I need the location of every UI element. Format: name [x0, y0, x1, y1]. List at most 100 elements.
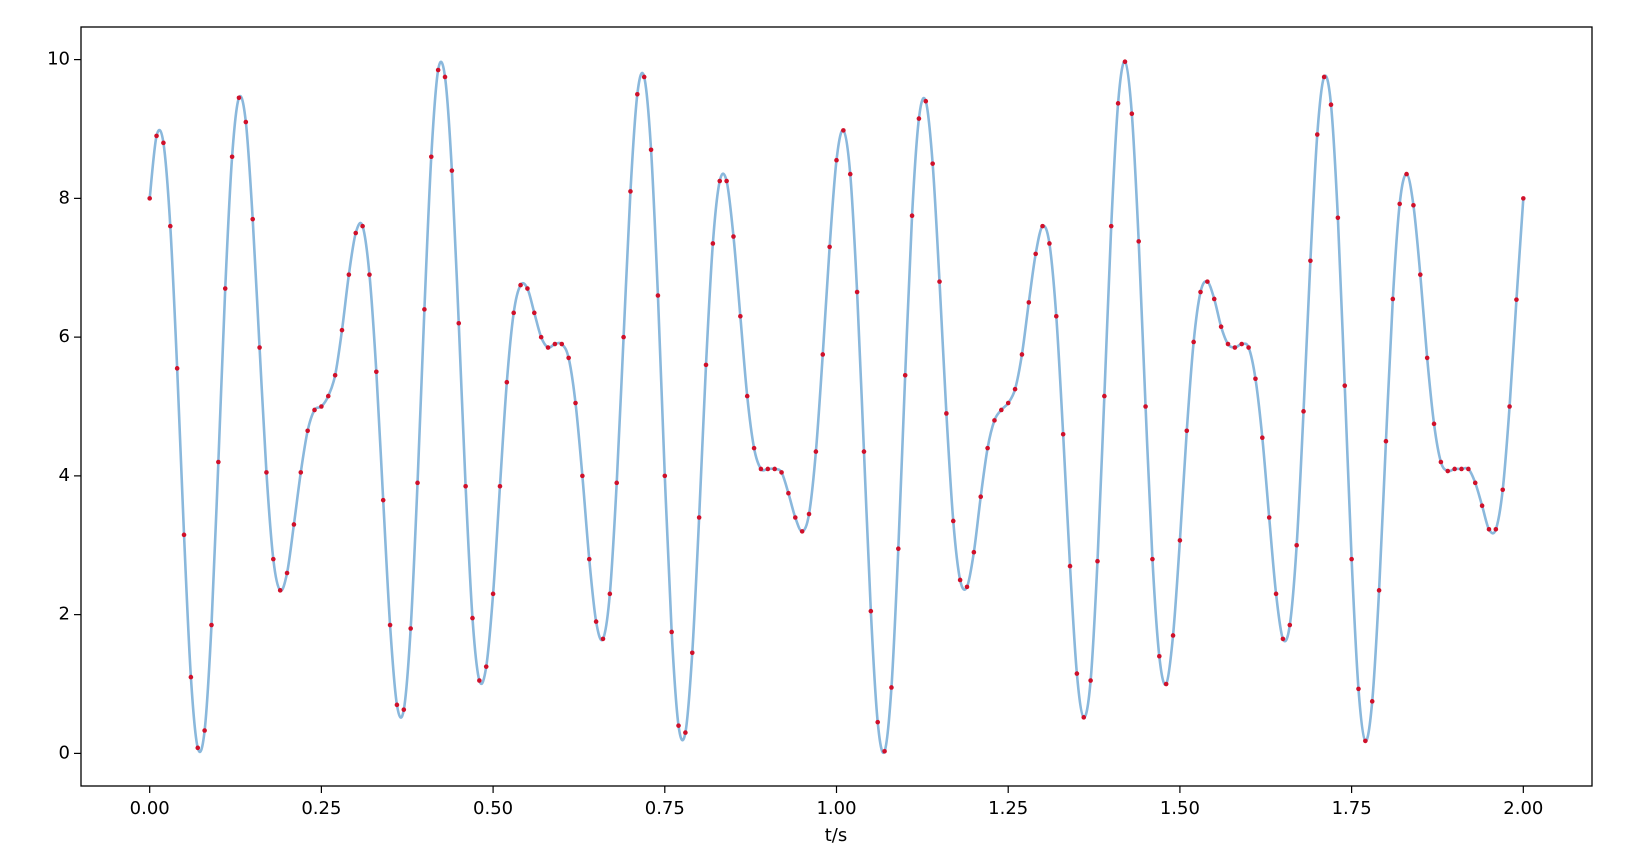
sample-point	[1108, 223, 1114, 229]
sample-point	[566, 355, 571, 361]
sample-point	[1280, 636, 1286, 642]
sample-point	[1205, 279, 1210, 284]
sample-point	[758, 466, 764, 472]
sample-point	[483, 664, 489, 669]
sample-point	[1253, 376, 1258, 382]
sample-point	[1273, 591, 1279, 597]
sample-point	[806, 511, 812, 517]
sample-point	[1383, 438, 1389, 444]
sample-point	[703, 362, 709, 368]
sample-point	[1170, 633, 1176, 638]
sample-point	[1157, 653, 1162, 659]
y-tick-label: 8	[59, 187, 70, 208]
y-tick-label: 0	[59, 742, 70, 763]
sample-point	[1424, 355, 1430, 361]
sample-point	[271, 556, 276, 562]
sample-point	[738, 314, 743, 319]
sample-point	[319, 404, 324, 409]
sample-point	[1198, 289, 1203, 295]
sample-point	[882, 749, 887, 754]
sample-point	[655, 293, 661, 298]
sample-point	[532, 310, 537, 316]
sample-point	[1005, 400, 1011, 406]
sample-point	[1486, 526, 1492, 532]
sample-point	[854, 289, 860, 295]
sample-point	[586, 556, 592, 562]
sample-point	[559, 341, 565, 347]
sample-point	[1356, 686, 1361, 692]
sample-point	[964, 584, 970, 590]
sample-point	[944, 411, 949, 416]
sample-point	[676, 723, 681, 728]
sample-point	[1514, 297, 1519, 302]
sample-point	[545, 345, 551, 350]
sample-point	[1521, 196, 1526, 201]
sample-point	[504, 379, 510, 385]
sample-point	[792, 515, 798, 520]
sample-point	[1053, 314, 1059, 319]
sample-point	[1349, 556, 1354, 562]
sample-point	[861, 449, 867, 454]
sample-point	[1342, 383, 1348, 388]
sample-point	[896, 546, 901, 552]
sample-point	[1445, 468, 1451, 474]
sample-point	[978, 494, 984, 499]
sample-point	[1177, 538, 1183, 543]
x-tick-label: 1.50	[1160, 798, 1200, 819]
sample-point	[298, 470, 304, 475]
y-tick-label: 4	[59, 465, 70, 486]
sample-point	[971, 549, 977, 555]
sample-point	[1218, 324, 1224, 330]
sample-point	[847, 171, 853, 177]
plot-frame	[80, 26, 1593, 787]
sample-point	[799, 529, 805, 534]
sample-point	[497, 483, 503, 489]
sample-point	[477, 678, 482, 683]
sample-point	[1301, 409, 1306, 414]
sample-point	[916, 116, 922, 121]
sample-point	[1438, 459, 1444, 465]
sample-point	[957, 577, 963, 583]
sample-point	[312, 407, 317, 413]
x-tick-label: 0.25	[301, 798, 341, 819]
sample-point	[1328, 102, 1334, 108]
x-tick-label: 1.25	[988, 798, 1028, 819]
sample-point	[717, 178, 723, 184]
sample-point	[868, 608, 874, 614]
sample-point	[538, 334, 544, 340]
sample-point	[1507, 404, 1512, 409]
x-tick-label: 1.00	[816, 798, 856, 819]
sample-point	[325, 393, 331, 399]
sample-point	[1500, 487, 1506, 493]
signal-line	[148, 60, 1525, 754]
sample-point	[1308, 258, 1313, 264]
sample-point	[1335, 215, 1341, 221]
sample-point	[635, 91, 640, 97]
sample-point	[1012, 386, 1018, 392]
sample-point	[744, 393, 750, 399]
sample-point	[525, 286, 530, 291]
sample-point	[1143, 404, 1148, 409]
sample-point	[573, 400, 578, 406]
sample-point	[154, 133, 159, 139]
sample-point	[360, 223, 365, 229]
sample-point	[1019, 352, 1025, 357]
sample-point	[889, 685, 894, 690]
sample-point	[161, 140, 166, 146]
sample-point	[264, 470, 269, 475]
sample-point	[1459, 466, 1464, 472]
sample-point	[222, 286, 228, 291]
sample-point	[683, 730, 688, 735]
sample-point	[1431, 421, 1437, 427]
sample-point	[470, 615, 475, 621]
sample-point	[834, 157, 839, 163]
sample-point	[1184, 428, 1190, 434]
sample-point	[1452, 466, 1457, 472]
sample-point	[689, 650, 695, 656]
sample-point	[1239, 341, 1245, 347]
sample-point	[813, 449, 819, 454]
sample-point	[1369, 699, 1375, 704]
sample-point	[923, 98, 929, 104]
sample-point	[442, 74, 448, 80]
sample-point	[696, 515, 702, 520]
